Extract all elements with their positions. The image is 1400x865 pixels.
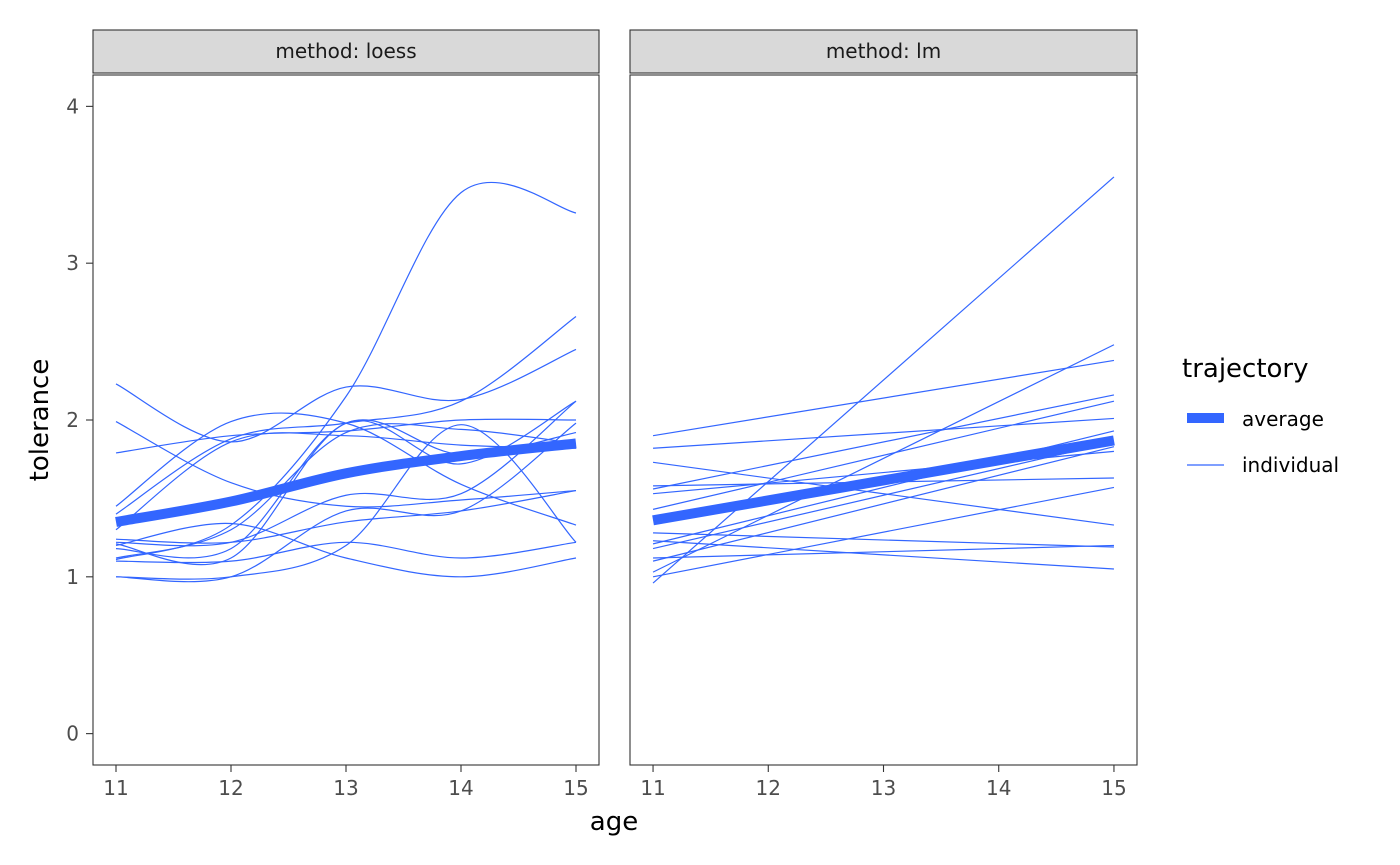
series-line-average	[652, 435, 1115, 526]
x-tick-label: 15	[563, 776, 588, 800]
series-line-individual	[652, 461, 1115, 526]
series-line-individual	[653, 544, 1114, 559]
x-axis-ticks: 11 12 13 14 15	[103, 765, 589, 800]
x-tick-label: 13	[871, 776, 896, 800]
series-line-individual	[653, 532, 1114, 548]
series-line-individual	[652, 176, 1115, 584]
series-line-individual	[115, 489, 577, 544]
x-axis-title: age	[590, 807, 638, 837]
series-layer	[652, 176, 1115, 584]
series-line-individual	[115, 348, 577, 443]
plot-panel-border	[629, 74, 1138, 766]
facet-strip-label: method: loess	[275, 39, 416, 63]
x-tick-label: 11	[103, 776, 128, 800]
legend: trajectory average individual	[1182, 354, 1339, 477]
series-line-individual	[115, 181, 577, 561]
x-tick-label: 14	[986, 776, 1011, 800]
y-tick-label: 3	[66, 251, 79, 275]
series-line-individual	[652, 486, 1115, 578]
y-axis-ticks: 0 1 2 3 4	[66, 94, 93, 746]
legend-label-average: average	[1242, 407, 1324, 431]
facet-strip-loess	[92, 29, 600, 74]
series-line-individual	[115, 421, 577, 508]
y-tick-label: 1	[66, 565, 79, 589]
series-layer	[115, 181, 577, 583]
x-tick-label: 13	[333, 776, 358, 800]
x-axis-ticks: 11 12 13 14 15	[640, 765, 1127, 800]
legend-label-individual: individual	[1242, 453, 1339, 477]
x-tick-label: 12	[218, 776, 243, 800]
x-tick-label: 12	[756, 776, 781, 800]
series-line-individual	[652, 344, 1115, 573]
facet-strip-label: method: lm	[826, 39, 941, 63]
x-tick-label: 15	[1101, 776, 1126, 800]
series-line-individual	[653, 540, 1114, 570]
series-line-individual	[652, 400, 1115, 510]
series-line-individual	[652, 446, 1115, 562]
x-tick-label: 14	[448, 776, 473, 800]
facet-strip-lm	[629, 29, 1138, 74]
series-line-individual	[115, 432, 577, 531]
series-line-individual	[115, 424, 577, 580]
series-line-individual	[115, 400, 577, 547]
series-line-average	[115, 438, 577, 527]
series-line-individual	[652, 359, 1115, 437]
y-tick-label: 2	[66, 408, 79, 432]
series-line-individual	[652, 441, 1115, 550]
series-line-individual	[115, 541, 577, 564]
x-tick-label: 11	[640, 776, 665, 800]
y-tick-label: 0	[66, 722, 79, 746]
y-tick-label: 4	[66, 94, 79, 118]
plot-panel-border	[92, 74, 600, 766]
series-line-individual	[115, 522, 577, 578]
series-line-individual	[653, 417, 1114, 449]
y-axis-title: tolerance	[25, 359, 55, 482]
series-line-individual	[115, 418, 577, 454]
series-line-individual	[115, 422, 577, 583]
facet-panel-lm: method: lm 11 12 13 14 15	[629, 29, 1138, 800]
legend-title: trajectory	[1182, 354, 1309, 384]
